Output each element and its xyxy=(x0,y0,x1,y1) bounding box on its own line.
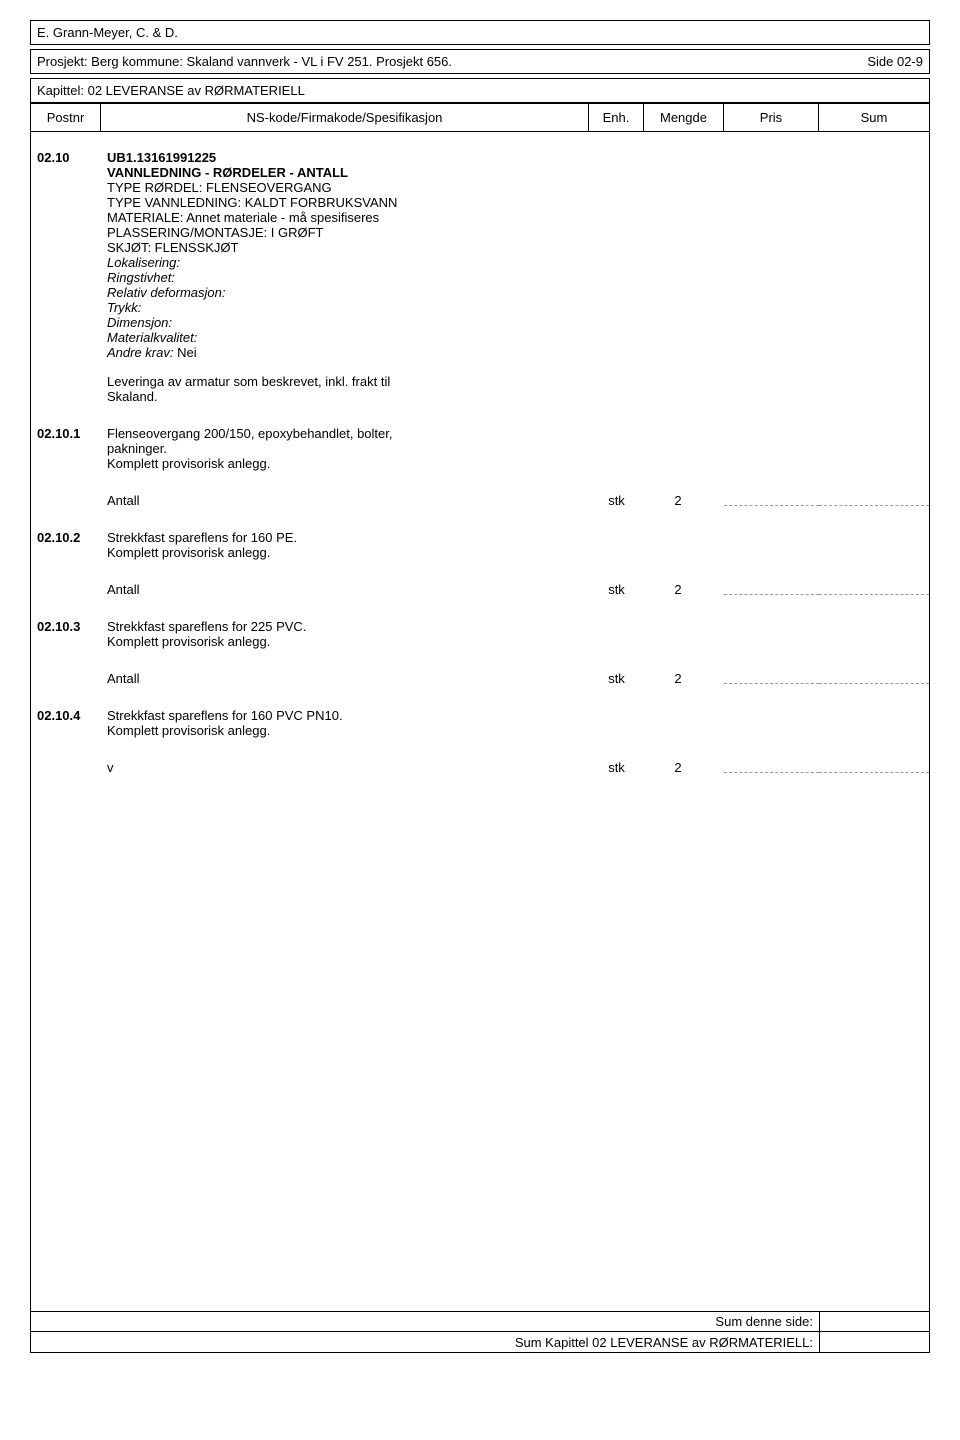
spec-line: Strekkfast spareflens for 225 PVC. xyxy=(107,619,581,634)
footer-chapter-sum-label: Sum Kapittel 02 LEVERANSE av RØRMATERIEL… xyxy=(31,1335,819,1350)
qty-cell: 2 xyxy=(644,493,724,508)
table-row: 02.10.3 Strekkfast spareflens for 225 PV… xyxy=(31,615,929,653)
col-header-pris: Pris xyxy=(724,104,819,131)
unit-cell: stk xyxy=(589,582,644,597)
col-header-postnr: Postnr xyxy=(31,104,101,131)
spec-line: Komplett provisorisk anlegg. xyxy=(107,545,581,560)
price-dashed-line xyxy=(724,772,819,773)
qty-row: Antall stk 2 xyxy=(31,578,929,601)
header-project: Prosjekt: Berg kommune: Skaland vannverk… xyxy=(30,49,930,74)
price-dashed-line xyxy=(724,594,819,595)
spec-line: PLASSERING/MONTASJE: I GRØFT xyxy=(107,225,581,240)
spec-line: Strekkfast spareflens for 160 PE. xyxy=(107,530,581,545)
spec-line: pakninger. xyxy=(107,441,581,456)
spec-line: Komplett provisorisk anlegg. xyxy=(107,456,581,471)
col-header-enh: Enh. xyxy=(589,104,644,131)
spec-italic-line: Dimensjon: xyxy=(107,315,581,330)
spec-italic-line: Trykk: xyxy=(107,300,581,315)
col-header-mengde: Mengde xyxy=(644,104,724,131)
spec-cell: Strekkfast spareflens for 160 PVC PN10. … xyxy=(101,708,589,738)
spec-line: Komplett provisorisk anlegg. xyxy=(107,723,581,738)
table-body: 02.10 UB1.13161991225 VANNLEDNING - RØRD… xyxy=(31,132,929,1308)
spec-italic-line: Lokalisering: xyxy=(107,255,581,270)
footer-row-chapter-sum: Sum Kapittel 02 LEVERANSE av RØRMATERIEL… xyxy=(31,1332,929,1352)
postnr-cell: 02.10.4 xyxy=(31,708,101,738)
spec-cell: Flenseovergang 200/150, epoxybehandlet, … xyxy=(101,426,589,471)
qty-cell: 2 xyxy=(644,582,724,597)
postnr-cell: 02.10 xyxy=(31,150,101,404)
qty-row: Antall stk 2 xyxy=(31,667,929,690)
page-number: Side 02-9 xyxy=(867,54,923,69)
spec-line: Strekkfast spareflens for 160 PVC PN10. xyxy=(107,708,581,723)
andre-krav-value: Nei xyxy=(173,345,196,360)
table-row: 02.10.1 Flenseovergang 200/150, epoxybeh… xyxy=(31,422,929,475)
qty-row: Antall stk 2 xyxy=(31,489,929,512)
qty-cell: 2 xyxy=(644,671,724,686)
spec-table: Postnr NS-kode/Firmakode/Spesifikasjon E… xyxy=(30,103,930,1353)
footer-row-page-sum: Sum denne side: xyxy=(31,1312,929,1332)
price-dashed-line xyxy=(724,683,819,684)
spec-line: Flenseovergang 200/150, epoxybehandlet, … xyxy=(107,426,581,441)
spec-line: Komplett provisorisk anlegg. xyxy=(107,634,581,649)
unit-cell: stk xyxy=(589,671,644,686)
qty-label: Antall xyxy=(101,582,589,597)
andre-krav-label: Andre krav: xyxy=(107,345,173,360)
price-dashed-line xyxy=(724,505,819,506)
spec-line: TYPE RØRDEL: FLENSEOVERGANG xyxy=(107,180,581,195)
item-title: VANNLEDNING - RØRDELER - ANTALL xyxy=(107,165,581,180)
chapter-text: Kapittel: 02 LEVERANSE av RØRMATERIELL xyxy=(37,83,305,98)
table-footer: Sum denne side: Sum Kapittel 02 LEVERANS… xyxy=(31,1311,929,1352)
qty-cell: 2 xyxy=(644,760,724,775)
qty-label: Antall xyxy=(101,493,589,508)
sum-dashed-line xyxy=(819,505,929,506)
col-header-spec: NS-kode/Firmakode/Spesifikasjon xyxy=(101,104,589,131)
sum-dashed-line xyxy=(819,772,929,773)
qty-label: v xyxy=(101,760,589,775)
delivery-line: Leveringa av armatur som beskrevet, inkl… xyxy=(107,374,581,389)
table-row: 02.10 UB1.13161991225 VANNLEDNING - RØRD… xyxy=(31,146,929,408)
table-row: 02.10.4 Strekkfast spareflens for 160 PV… xyxy=(31,704,929,742)
header-author: E. Grann-Meyer, C. & D. xyxy=(30,20,930,45)
spec-cell: Strekkfast spareflens for 160 PE. Komple… xyxy=(101,530,589,560)
item-code: UB1.13161991225 xyxy=(107,150,581,165)
author-text: E. Grann-Meyer, C. & D. xyxy=(37,25,178,40)
postnr-cell: 02.10.3 xyxy=(31,619,101,649)
table-header-row: Postnr NS-kode/Firmakode/Spesifikasjon E… xyxy=(31,104,929,132)
qty-row: v stk 2 xyxy=(31,756,929,779)
header-chapter: Kapittel: 02 LEVERANSE av RØRMATERIELL xyxy=(30,78,930,103)
col-header-sum: Sum xyxy=(819,104,929,131)
spec-italic-line: Materialkvalitet: xyxy=(107,330,581,345)
spec-italic-line: Ringstivhet: xyxy=(107,270,581,285)
postnr-cell: 02.10.2 xyxy=(31,530,101,560)
postnr-cell: 02.10.1 xyxy=(31,426,101,471)
spec-italic-line: Relativ deformasjon: xyxy=(107,285,581,300)
project-text: Prosjekt: Berg kommune: Skaland vannverk… xyxy=(37,54,452,69)
unit-cell: stk xyxy=(589,493,644,508)
spec-italic-line: Andre krav: Nei xyxy=(107,345,581,360)
spec-cell: Strekkfast spareflens for 225 PVC. Kompl… xyxy=(101,619,589,649)
spec-line: MATERIALE: Annet materiale - må spesifis… xyxy=(107,210,581,225)
qty-label: Antall xyxy=(101,671,589,686)
footer-chapter-sum-value xyxy=(819,1332,929,1352)
delivery-line: Skaland. xyxy=(107,389,581,404)
spec-cell: UB1.13161991225 VANNLEDNING - RØRDELER -… xyxy=(101,150,589,404)
footer-page-sum-label: Sum denne side: xyxy=(31,1314,819,1329)
table-row: 02.10.2 Strekkfast spareflens for 160 PE… xyxy=(31,526,929,564)
page-container: E. Grann-Meyer, C. & D. Prosjekt: Berg k… xyxy=(0,0,960,1373)
unit-cell: stk xyxy=(589,760,644,775)
spec-line: TYPE VANNLEDNING: KALDT FORBRUKSVANN xyxy=(107,195,581,210)
spec-line: SKJØT: FLENSSKJØT xyxy=(107,240,581,255)
sum-dashed-line xyxy=(819,683,929,684)
footer-page-sum-value xyxy=(819,1312,929,1331)
sum-dashed-line xyxy=(819,594,929,595)
